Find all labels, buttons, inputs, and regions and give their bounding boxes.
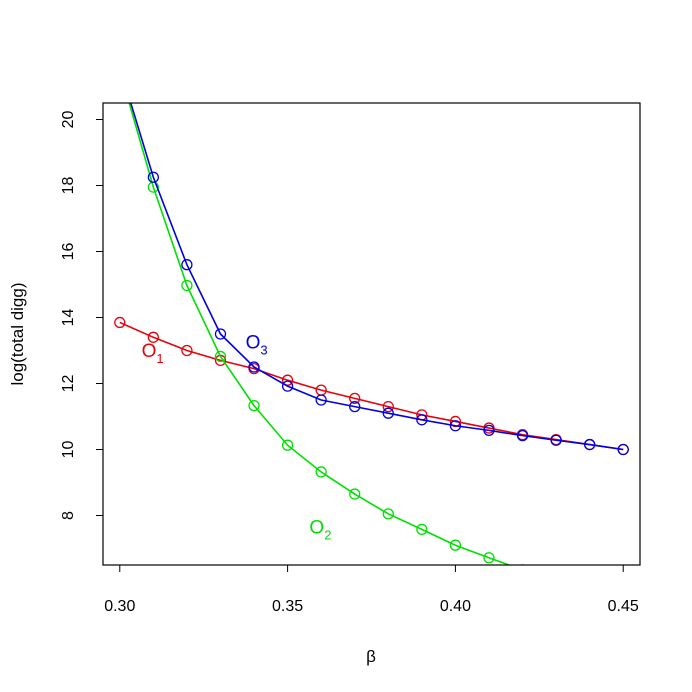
y-tick-label: 18 <box>60 177 77 195</box>
series-o3-point <box>349 400 361 413</box>
series-o3-point <box>550 434 562 446</box>
series-o2-point <box>416 523 428 536</box>
series-o3-point <box>483 424 495 437</box>
series-o2-point <box>349 488 361 500</box>
axis-layer: 0.30 0.35 0.40 0.45 8 10 12 14 16 18 20 <box>60 111 639 616</box>
series-o1-line <box>119 321 624 451</box>
series-o1-point <box>349 392 361 405</box>
annotation-o3: O3 <box>246 333 268 358</box>
series-o1-point <box>382 400 394 413</box>
x-tick-label: 0.45 <box>608 598 639 615</box>
series-o3-point <box>147 171 159 183</box>
series-o2-point <box>483 552 495 564</box>
plot-frame <box>102 102 641 566</box>
series-o3-point <box>248 361 260 373</box>
y-tick-label: 20 <box>60 111 77 129</box>
series-o3-point <box>584 438 596 451</box>
series-o3-point <box>315 394 327 406</box>
series-o3-point <box>617 443 629 456</box>
y-tick-label: 10 <box>60 441 77 459</box>
series-o2-point <box>281 439 294 451</box>
y-tick-label: 12 <box>60 375 77 393</box>
series-o1-point <box>114 316 126 329</box>
annotation-o1: O1 <box>142 341 164 366</box>
series-layer <box>114 103 629 565</box>
series-o3-point <box>516 429 529 442</box>
series-o3-point <box>416 414 428 426</box>
series-o3-point <box>214 328 227 340</box>
annotation-o2: O2 <box>309 518 331 543</box>
series-o2-point <box>449 539 462 551</box>
x-axis-title: β <box>366 647 376 666</box>
series-o1-point <box>281 374 294 386</box>
x-tick-label: 0.35 <box>272 598 303 615</box>
series-o3-point <box>382 407 394 419</box>
y-axis-title: log(total digg) <box>8 282 27 385</box>
series-o1-point <box>147 331 159 343</box>
series-o2-point <box>248 399 260 412</box>
series-o1-point <box>181 344 193 357</box>
series-o2-point <box>181 279 193 292</box>
series-o3-line <box>129 103 624 451</box>
series-o2-point <box>382 508 394 520</box>
y-tick-label: 14 <box>60 309 77 327</box>
series-o2-point <box>214 350 227 363</box>
annotation-layer: O1 O2 O3 <box>142 333 332 543</box>
series-o3-point <box>449 420 462 432</box>
series-o2-line <box>128 103 512 565</box>
series-o2-point <box>315 466 327 478</box>
y-tick-label: 8 <box>60 511 77 520</box>
x-tick-label: 0.30 <box>104 598 135 615</box>
series-o3-point <box>181 259 193 271</box>
x-tick-label: 0.40 <box>440 598 471 615</box>
y-tick-label: 16 <box>60 243 77 261</box>
series-o3-point <box>281 380 294 392</box>
